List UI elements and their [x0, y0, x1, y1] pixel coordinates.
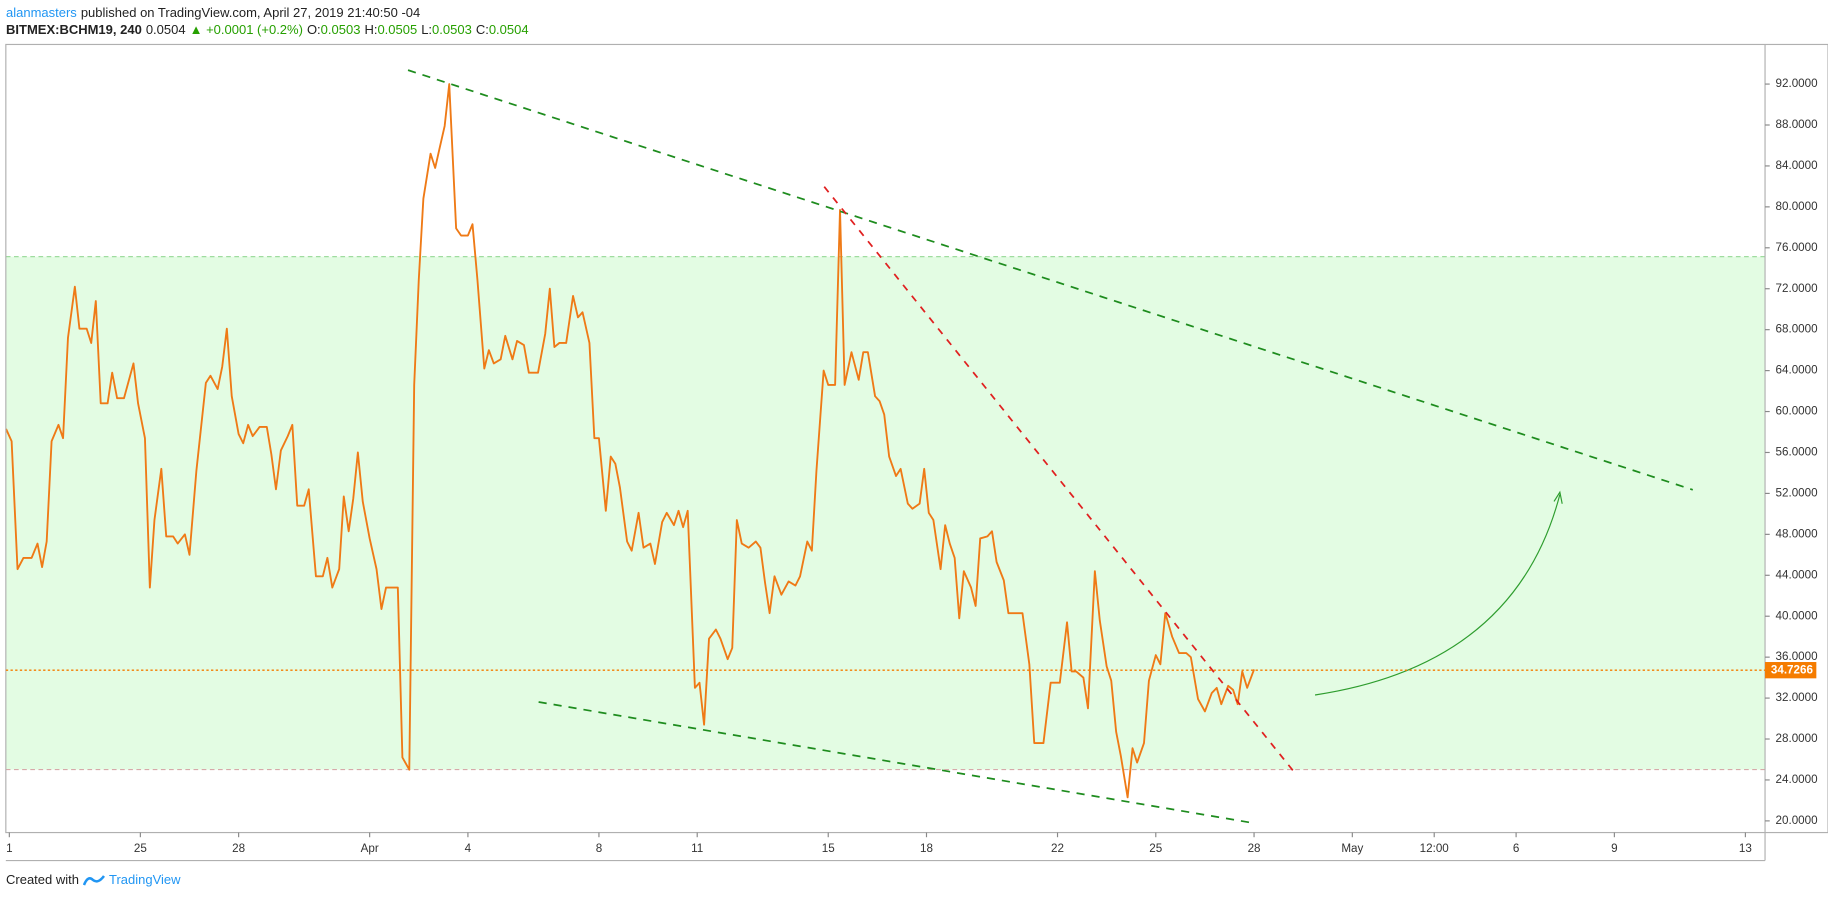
y-tick-label: 60.0000 [1776, 405, 1819, 418]
y-tick-label: 32.0000 [1776, 691, 1819, 704]
projection-arrow [1314, 494, 1561, 696]
up-arrow: ▲ [189, 22, 203, 37]
ohlc-label: C: [475, 22, 489, 37]
ohlc-h: H:0.0505 [364, 22, 417, 37]
x-tick-label: Apr [361, 842, 379, 855]
y-tick-label: 68.0000 [1776, 323, 1819, 336]
x-tick-label: 22 [1051, 842, 1064, 855]
footer: Created with TradingView [6, 872, 181, 887]
x-tick-label: 13 [1739, 842, 1752, 855]
y-tick-label: 36.0000 [1776, 650, 1819, 663]
last-price-label: 34.7266 [1771, 663, 1814, 676]
x-tick-label: 11 [691, 842, 703, 855]
x-tick-label: 25 [1149, 842, 1162, 855]
y-tick-label: 28.0000 [1776, 732, 1819, 745]
ohlc-value: 0.0505 [377, 22, 418, 37]
ohlc-label: H: [364, 22, 378, 37]
x-tick-label: 28 [1248, 842, 1261, 855]
symbol: BITMEX:BCHM19, 240 [6, 22, 142, 37]
y-tick-label: 56.0000 [1776, 446, 1819, 459]
x-tick-label: 25 [134, 842, 147, 855]
ohlc-o: O:0.0503 [307, 22, 361, 37]
y-tick-label: 88.0000 [1776, 118, 1819, 131]
logo [82, 874, 105, 885]
x-tick-label: 12:00 [1420, 842, 1450, 855]
y-tick-label: 44.0000 [1776, 568, 1819, 581]
x-tick-label: 15 [822, 842, 835, 855]
y-tick-label: 64.0000 [1776, 364, 1819, 377]
y-tick-label: 72.0000 [1776, 282, 1819, 295]
x-tick-label: 28 [232, 842, 245, 855]
published: published on TradingView.com, April 27, … [80, 5, 421, 20]
ohlc-value: 0.0504 [488, 22, 529, 37]
brand[interactable]: TradingView [108, 872, 181, 887]
y-tick-label: 48.0000 [1776, 527, 1819, 540]
frame [5, 43, 1828, 834]
x-tick-label: 18 [920, 842, 933, 855]
y-tick-label: 80.0000 [1776, 200, 1819, 213]
arrow-head [1553, 490, 1563, 504]
x-tick-label: May [1341, 842, 1363, 855]
ohlc-c: C:0.0504 [476, 22, 529, 37]
price-line [5, 83, 1255, 799]
range-zone [5, 256, 1766, 770]
ohlc-l: L:0.0503 [421, 22, 472, 37]
y-tick-label: 92.0000 [1776, 77, 1819, 90]
author[interactable]: alanmasters [6, 5, 77, 20]
ohlc-label: O: [306, 22, 321, 37]
y-tick-label: 20.0000 [1776, 814, 1819, 827]
legend-line: BITMEX:BCHM19, 240 0.0504 ▲ +0.0001 (+0.… [6, 22, 529, 37]
y-tick-label: 52.0000 [1776, 486, 1819, 499]
created-with: Created with [6, 872, 79, 887]
y-tick-label: 40.0000 [1776, 609, 1819, 622]
ohlc-label: L: [421, 22, 433, 37]
last-price-box [1765, 662, 1817, 679]
change-text: +0.0001 (+0.2%) [206, 22, 303, 37]
x-tick-label: 8 [596, 842, 602, 855]
plot [5, 83, 1255, 799]
header-line: alanmasters published on TradingView.com… [6, 5, 420, 20]
y-tick-label: 84.0000 [1776, 159, 1819, 172]
x-tick-label: 4 [465, 842, 472, 855]
y-tick-label: 24.0000 [1776, 773, 1819, 786]
last: 0.0504 [145, 22, 186, 37]
x-tick-label: 6 [1513, 842, 1519, 855]
ohlc-value: 0.0503 [320, 22, 361, 37]
trendline-upper [407, 69, 1694, 491]
y-tick-label: 76.0000 [1776, 241, 1819, 254]
x-tick-label: 9 [1611, 842, 1617, 855]
ohlc-value: 0.0503 [432, 22, 472, 37]
change: ▲ +0.0001 (+0.2%) [190, 22, 303, 37]
x-tick-label: 1 [6, 842, 12, 855]
